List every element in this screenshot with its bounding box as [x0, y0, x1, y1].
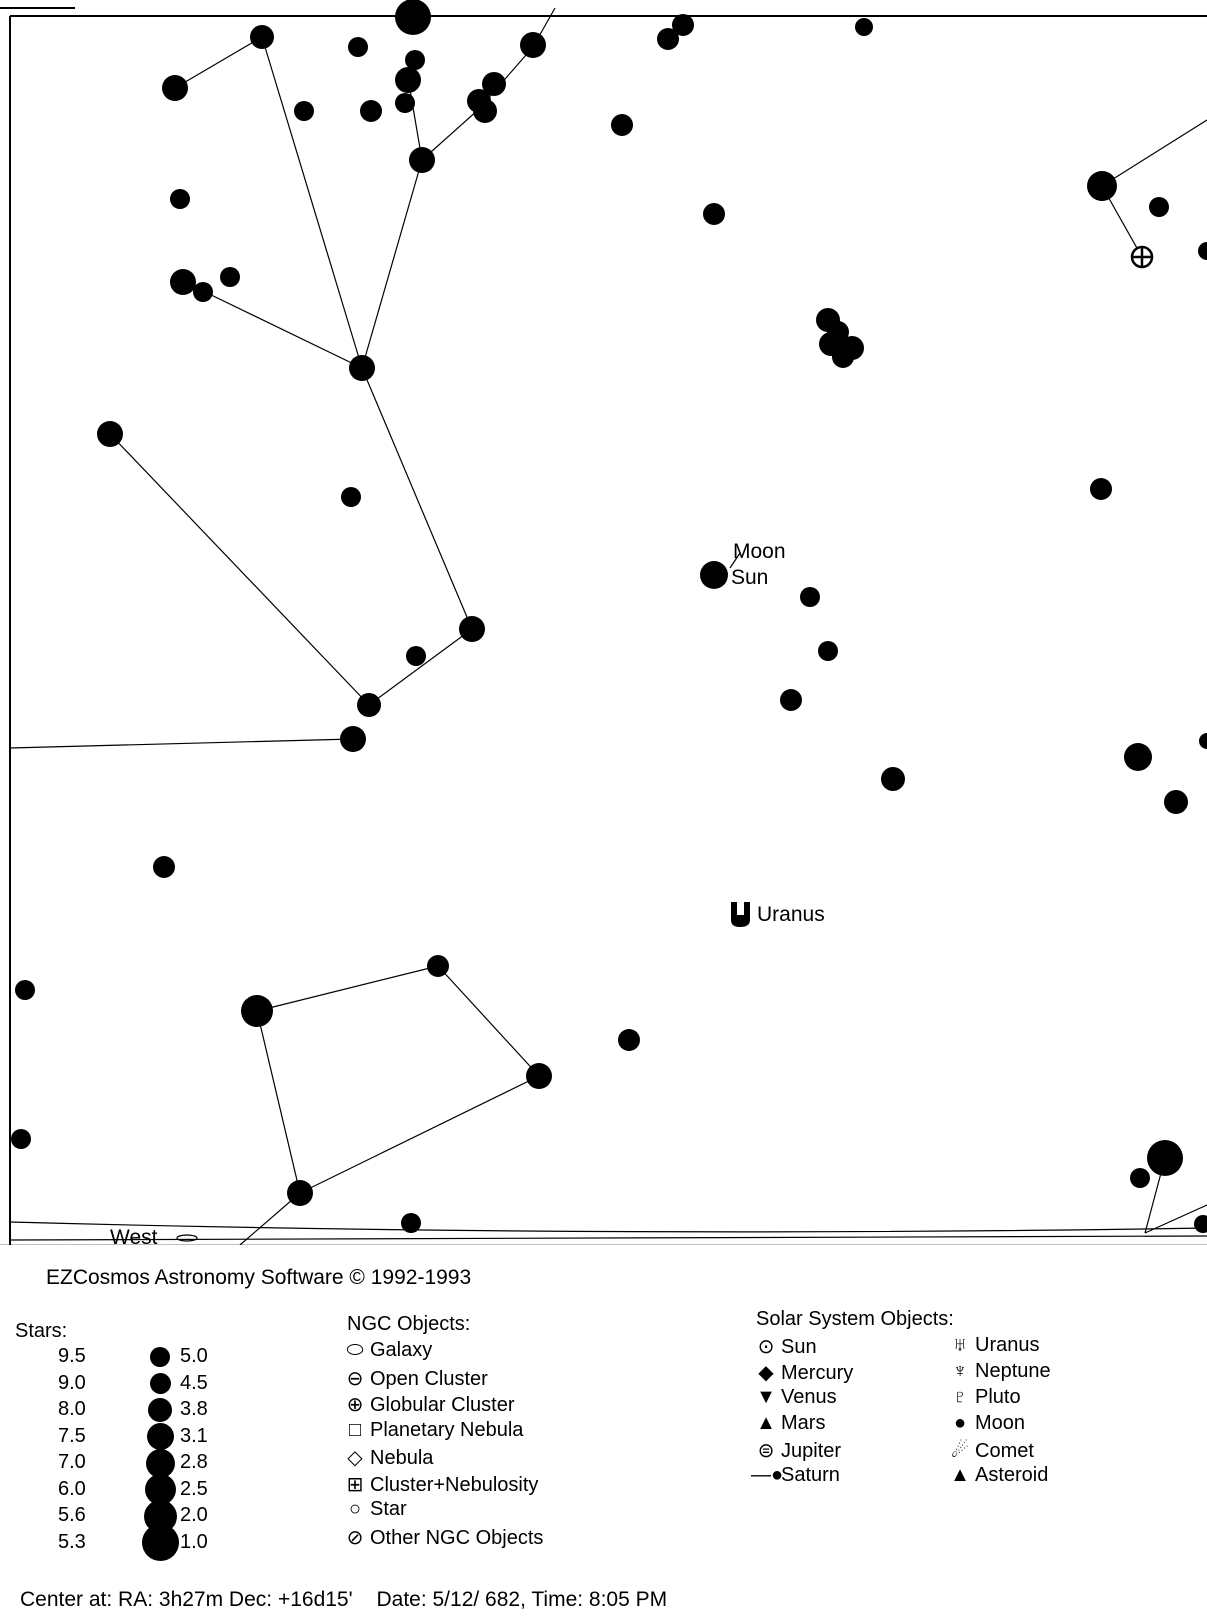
star-size-dot	[141, 1524, 179, 1561]
star-size-dot	[145, 1448, 175, 1478]
uranus-label: Uranus	[757, 903, 825, 926]
sun-label: Sun	[731, 566, 768, 589]
star-size-dot	[149, 1373, 171, 1394]
star-magnitude-right: 4.5	[180, 1371, 208, 1394]
ngc-legend-label: Globular Cluster	[370, 1394, 515, 1416]
solar-legend-symbol-icon: ▼	[756, 1386, 776, 1408]
ngc-legend-label: Open Cluster	[370, 1367, 488, 1390]
star-magnitude-left: 5.6	[58, 1504, 86, 1526]
ngc-legend-symbol-icon: □	[348, 1418, 362, 1441]
ngc-legend-item: □ Planetary Nebula	[340, 1419, 523, 1442]
solar-legend-label: Venus	[781, 1386, 837, 1408]
ngc-legend-symbol-icon: ○	[348, 1498, 362, 1520]
star-magnitude-right: 5.0	[180, 1345, 208, 1367]
solar-legend-item: ▲ Asteroid	[945, 1464, 1048, 1487]
ngc-legend-item: ◇ Nebula	[340, 1445, 433, 1470]
software-credit: EZCosmos Astronomy Software © 1992-1993	[46, 1266, 472, 1289]
ngc-legend-symbol-icon: ⊖	[346, 1367, 364, 1390]
ngc-legend-symbol-icon: ⊕	[346, 1394, 364, 1416]
ngc-legend-label: Cluster+Nebulosity	[370, 1473, 539, 1496]
star-size-dot	[150, 1347, 170, 1367]
star-magnitude-left: 6.0	[58, 1477, 86, 1500]
solar-legend-item: ♇ Pluto	[945, 1386, 1021, 1409]
status-bar: Center at: RA: 3h27m Dec: +16d15' Date: …	[20, 1588, 685, 1612]
star-magnitude-left: 7.5	[58, 1424, 86, 1447]
solar-legend-symbol-icon: ⊜	[757, 1440, 775, 1462]
star-magnitude-right: 3.8	[180, 1398, 208, 1420]
star-magnitude-right: 3.1	[180, 1424, 208, 1447]
moon-label: Moon	[733, 540, 786, 563]
solar-legend-symbol-icon: ▲	[950, 1464, 970, 1486]
ngc-legend-label: Nebula	[370, 1447, 434, 1469]
solar-legend-label: Sun	[781, 1336, 817, 1358]
solar-legend-title: Solar System Objects:	[756, 1308, 954, 1330]
solar-legend-item: ♆ Neptune	[945, 1360, 1051, 1383]
solar-legend-label: Comet	[975, 1440, 1034, 1462]
star-field	[11, 0, 1207, 1233]
star-magnitude-left: 9.5	[58, 1345, 86, 1367]
solar-legend-item: ⊙ Sun	[751, 1334, 817, 1359]
star-magnitude-right: 2.5	[180, 1477, 208, 1500]
solar-legend-label: Jupiter	[781, 1440, 842, 1462]
center-coordinates: Center at: RA: 3h27m Dec: +16d15'	[20, 1588, 353, 1611]
solar-legend-item: ▼ Venus	[751, 1386, 837, 1409]
solar-legend-label: Saturn	[781, 1464, 840, 1486]
solar-legend-item: ● Moon	[945, 1412, 1025, 1435]
solar-legend-label: Uranus	[975, 1334, 1040, 1356]
ngc-legend-item: ⊘ Other NGC Objects	[340, 1525, 544, 1550]
uranus-icon	[731, 902, 750, 927]
star-size-dot	[146, 1423, 174, 1450]
solar-legend-item: —●Saturn	[751, 1464, 840, 1487]
ngc-legend-label: Galaxy	[370, 1339, 433, 1361]
ngc-legend-label: Star	[370, 1498, 407, 1520]
solar-legend-symbol-icon: ♅	[952, 1334, 968, 1356]
solar-legend-symbol-icon: ♇	[952, 1386, 968, 1408]
ngc-legend-title: NGC Objects:	[347, 1313, 471, 1335]
globular-cluster-icon	[1130, 245, 1154, 269]
ngc-legend-item: ⊕ Globular Cluster	[340, 1392, 515, 1417]
ngc-legend-symbol-icon: ⬭	[346, 1339, 364, 1361]
ngc-legend-item: ○ Star	[340, 1498, 407, 1521]
solar-legend-symbol-icon: ♆	[952, 1360, 968, 1382]
star-magnitude-left: 5.3	[58, 1530, 86, 1553]
ngc-legend-symbol-icon: ⊞	[346, 1473, 364, 1496]
ngc-legend-symbol-icon: ⊘	[346, 1526, 364, 1549]
solar-legend-symbol-icon: ●	[953, 1412, 967, 1434]
solar-legend-symbol-icon: —●	[751, 1464, 784, 1486]
legend-panel: EZCosmos Astronomy Software © 1992-1993 …	[10, 1250, 1207, 1621]
solar-legend-label: Moon	[975, 1412, 1026, 1434]
solar-legend-label: Mercury	[781, 1362, 854, 1384]
solar-legend-label: Neptune	[975, 1360, 1051, 1382]
west-label: West	[110, 1226, 158, 1245]
date-time: Date: 5/12/ 682, Time: 8:05 PM	[376, 1588, 668, 1611]
solar-legend-item: ⊜ Jupiter	[751, 1438, 841, 1463]
solar-legend-item: ☄ Comet	[945, 1438, 1034, 1463]
star-magnitude-left: 9.0	[58, 1371, 86, 1394]
ngc-legend-symbol-icon: ◇	[347, 1447, 363, 1469]
solar-legend-item: ♅ Uranus	[945, 1334, 1040, 1357]
ngc-legend-label: Planetary Nebula	[370, 1418, 524, 1441]
constellation-lines	[9, 7, 1207, 1245]
solar-legend-symbol-icon: ⊙	[757, 1336, 775, 1358]
solar-legend-item: ▲ Mars	[751, 1412, 825, 1435]
star-magnitude-left: 8.0	[58, 1398, 86, 1420]
star-magnitude-left: 7.0	[58, 1451, 86, 1473]
stars-legend-title: Stars:	[15, 1320, 68, 1342]
ngc-legend-label: Other NGC Objects	[370, 1526, 544, 1549]
solar-legend-symbol-icon: ◆	[758, 1362, 774, 1384]
ngc-legend-item: ⊞ Cluster+Nebulosity	[340, 1472, 539, 1497]
star-size-dot	[148, 1398, 172, 1422]
solar-legend-symbol-icon: ☄	[951, 1440, 969, 1462]
star-magnitude-right: 1.0	[180, 1530, 208, 1553]
star-magnitude-right: 2.0	[180, 1504, 208, 1526]
solar-legend-label: Pluto	[975, 1386, 1021, 1408]
solar-legend-label: Asteroid	[975, 1464, 1049, 1486]
sky-chart: Moon Sun Uranus West	[0, 0, 1207, 1245]
ngc-legend-item: ⊖ Open Cluster	[340, 1366, 488, 1391]
solar-legend-item: ◆ Mercury	[751, 1360, 853, 1385]
ngc-legend-item: ⬭ Galaxy	[340, 1339, 432, 1362]
star-magnitude-right: 2.8	[180, 1451, 208, 1473]
solar-legend-symbol-icon: ▲	[756, 1412, 776, 1434]
solar-legend-label: Mars	[781, 1412, 826, 1434]
